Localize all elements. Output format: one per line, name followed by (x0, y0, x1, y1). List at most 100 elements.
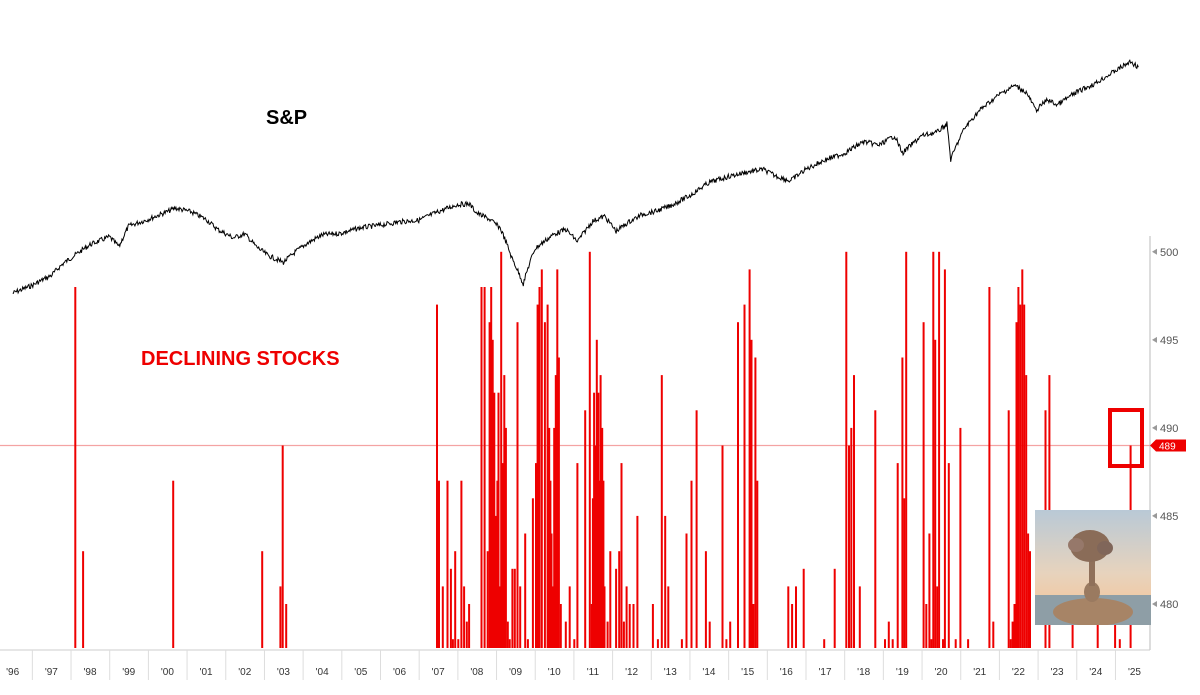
declining-bar (261, 551, 264, 648)
x-tick-label: '10 (548, 667, 561, 678)
x-tick-label: '19 (896, 667, 909, 678)
declining-bar (721, 445, 724, 648)
declining-bar (457, 639, 460, 648)
declining-bar (1118, 639, 1121, 648)
declining-bar (729, 621, 732, 648)
declining-bar (690, 480, 693, 648)
x-tick-label: '99 (122, 667, 135, 678)
declining-bar (725, 639, 728, 648)
x-tick-label: '02 (238, 667, 251, 678)
photo-rock-side-left (1068, 538, 1084, 552)
x-tick-label: '17 (818, 667, 831, 678)
x-tick-label: '06 (393, 667, 406, 678)
declining-bar (636, 515, 639, 648)
photo-rock-stem (1089, 560, 1095, 586)
x-tick-label: '96 (6, 667, 19, 678)
y-tick-marker (1152, 424, 1157, 431)
photo-rock-base (1053, 598, 1133, 625)
photo-rock-mid (1084, 582, 1100, 602)
declining-bar (1013, 604, 1016, 648)
declining-bar (536, 304, 539, 648)
declining-bar (959, 427, 962, 648)
declining-bar (1021, 269, 1024, 648)
declining-bar (494, 515, 497, 648)
sp-label: S&P (266, 107, 307, 129)
declining-bar (667, 586, 670, 648)
declining-bar (967, 639, 970, 648)
declining-bar (584, 410, 587, 648)
declining-bar (1017, 287, 1020, 648)
reference-badge-shape (1150, 439, 1186, 452)
declining-bar (737, 322, 739, 648)
declining-bar (901, 357, 904, 648)
reference-badge-label: 489 (1159, 442, 1176, 453)
declining-bar (632, 604, 635, 648)
declining-bar (451, 639, 454, 648)
declining-bar (543, 322, 546, 648)
highlight-box (1108, 408, 1144, 468)
declining-bar (1009, 639, 1012, 648)
declining-bar (549, 480, 552, 648)
declining-bar (508, 639, 511, 648)
declining-bar (932, 251, 935, 649)
declining-bar (848, 445, 850, 648)
declining-bar (1025, 375, 1028, 648)
declining-bar (460, 480, 463, 648)
declining-bar (943, 269, 946, 648)
declining-bar (887, 621, 890, 648)
declining-bar (1023, 304, 1026, 648)
declining-bar (594, 445, 597, 648)
declining-bar (618, 551, 621, 648)
declining-bar (554, 375, 557, 648)
declining-bar (504, 427, 507, 648)
sp-line (12, 59, 1139, 295)
declining-bar (503, 375, 506, 648)
declining-bar (493, 392, 496, 648)
reference-value-badge: 489 (1150, 439, 1186, 453)
declining-bar (497, 392, 500, 648)
x-tick-label: '18 (857, 667, 870, 678)
declining-bar (588, 251, 591, 649)
y-tick-marker (1152, 248, 1157, 255)
declining-bar (884, 639, 886, 648)
declining-bar (591, 498, 594, 648)
declining-bar (708, 621, 711, 648)
declining-bar (454, 551, 457, 648)
y-tick-label: 480 (1160, 599, 1178, 611)
declining-bar (556, 269, 559, 648)
declining-bar (858, 586, 861, 648)
x-tick-label: '03 (277, 667, 290, 678)
declining-bar (685, 533, 688, 648)
declining-bar (506, 621, 509, 648)
declining-bar (446, 480, 449, 648)
declining-bar (823, 639, 826, 648)
declining-bar (538, 287, 541, 648)
declining-bar (833, 568, 836, 648)
declining-bar (1011, 621, 1014, 648)
x-axis: '96 '97 '98 '99 '00 '01 '02 '03 '04 '05 '06 '07 '08 '… (0, 649, 1150, 680)
declining-bar (573, 639, 576, 648)
declining-bar (501, 463, 504, 648)
x-tick-label: '07 (432, 667, 445, 678)
y-tick-marker (1152, 600, 1157, 607)
declining-bar (1027, 533, 1030, 648)
declining-bar (548, 427, 551, 648)
photo-rock-side-right (1097, 541, 1113, 555)
declining-bar (874, 410, 877, 648)
declining-bar (791, 604, 794, 648)
x-tick-label: '15 (741, 667, 754, 678)
declining-bar (172, 480, 175, 648)
declining-bar (609, 551, 612, 648)
declining-bar (491, 339, 494, 648)
declining-bar (540, 269, 543, 648)
declining-bar (660, 375, 663, 648)
declining-bar (656, 639, 659, 648)
declining-bar (1019, 304, 1022, 648)
declining-bar (516, 322, 519, 648)
y-tick-marker (1152, 512, 1157, 519)
declining-bar (752, 604, 755, 648)
declining-bar (606, 621, 609, 648)
declining-bar (922, 322, 925, 648)
declining-bar (695, 410, 698, 648)
